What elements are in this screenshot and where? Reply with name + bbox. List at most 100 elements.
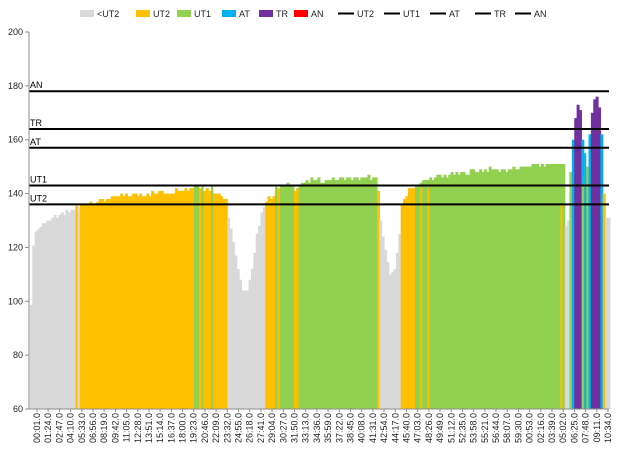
chart-bar xyxy=(365,177,369,409)
chart-bar xyxy=(493,169,497,409)
chart-bar xyxy=(483,169,487,409)
chart-bar xyxy=(184,188,188,409)
chart-bar xyxy=(374,177,378,409)
chart-bar xyxy=(436,174,440,409)
chart-bar xyxy=(63,215,67,409)
chart-bar xyxy=(514,169,518,409)
chart-bar xyxy=(357,180,361,409)
chart-bar xyxy=(191,188,195,409)
chart-bar xyxy=(146,193,150,409)
zone-spike-bar xyxy=(420,188,423,409)
x-tick-label: 30:27.0 xyxy=(278,413,288,443)
chart-bar xyxy=(250,268,254,409)
chart-bar xyxy=(132,193,136,409)
chart-bar xyxy=(308,182,311,409)
chart-bar xyxy=(229,228,233,409)
zone-spike-bar xyxy=(211,185,214,409)
chart-bar xyxy=(586,166,590,409)
chart-bar xyxy=(381,236,385,409)
chart-bar xyxy=(172,193,176,409)
legend-swatch xyxy=(222,10,236,17)
chart-bar xyxy=(220,196,224,409)
chart-bar xyxy=(82,204,86,409)
zone-spike-bar xyxy=(581,185,584,409)
x-tick-label: 55:21.0 xyxy=(480,413,490,443)
x-tick-label: 02:47.0 xyxy=(54,413,64,443)
chart-bar xyxy=(160,190,164,409)
chart-bar xyxy=(129,196,133,409)
x-tick-label: 42:54.0 xyxy=(379,413,389,443)
x-tick-label: 02:16.0 xyxy=(536,413,546,443)
chart-bar xyxy=(79,204,83,409)
chart-bar xyxy=(113,196,117,409)
chart-bar xyxy=(255,233,259,409)
bars xyxy=(29,96,611,410)
chart-bar xyxy=(98,198,102,409)
x-tick-label: 11:05.0 xyxy=(122,413,132,442)
legend-label: AT xyxy=(239,9,250,19)
chart-bar xyxy=(115,196,119,409)
threshold-label-an: AN xyxy=(30,80,43,90)
chart-bar xyxy=(179,190,183,409)
chart-bar xyxy=(605,217,609,409)
zone-spike-bar xyxy=(268,204,271,409)
chart-bar xyxy=(355,177,359,409)
x-tick-label: 05:33.0 xyxy=(77,413,87,443)
chart-bar xyxy=(379,220,383,409)
chart-bar xyxy=(538,166,542,409)
x-tick-label: 41:31.0 xyxy=(368,413,378,443)
chart-bar xyxy=(272,196,276,409)
chart-bar xyxy=(170,193,174,409)
x-tick-label: 05:02.0 xyxy=(558,413,568,443)
chart-bar xyxy=(502,169,506,409)
chart-bar xyxy=(338,177,342,409)
chart-bar xyxy=(386,262,390,409)
chart-bar xyxy=(388,274,392,409)
chart-bar xyxy=(51,217,55,409)
x-tick-label: 13:51.0 xyxy=(144,413,154,443)
chart-bar xyxy=(393,268,397,409)
chart-bar xyxy=(474,172,478,409)
chart-bar xyxy=(476,172,480,409)
chart-bar xyxy=(353,177,357,409)
chart-bar xyxy=(322,182,326,409)
legend-label: <UT2 xyxy=(97,9,119,19)
chart-bar xyxy=(519,166,523,409)
chart-bar xyxy=(486,172,490,409)
chart-bar xyxy=(58,215,62,409)
chart-bar xyxy=(391,271,395,409)
legend-label: UT2 xyxy=(357,9,374,19)
chart-bar xyxy=(595,96,599,409)
chart-bar xyxy=(163,193,166,409)
chart-bar xyxy=(543,166,547,409)
chart-bar xyxy=(433,177,437,409)
chart-bar xyxy=(372,177,376,409)
chart-bar xyxy=(607,217,611,409)
chart-bar xyxy=(464,174,468,409)
chart-bar xyxy=(450,172,454,409)
x-tick-label: 08:19.0 xyxy=(99,413,109,443)
x-tick-label: 34:36.0 xyxy=(312,413,322,443)
x-tick-label: 52:35.0 xyxy=(457,413,467,443)
chart-bar xyxy=(472,169,475,409)
chart-bar xyxy=(410,188,414,409)
chart-bar xyxy=(469,169,473,409)
chart-bar xyxy=(443,174,447,409)
chart-bar xyxy=(205,188,209,409)
chart-bar xyxy=(602,193,606,409)
chart-bar xyxy=(571,139,575,409)
chart-bar xyxy=(310,177,314,409)
chart-bar xyxy=(590,112,594,409)
chart-bar xyxy=(555,163,559,409)
x-tick-label: 09:11.0 xyxy=(592,413,602,442)
chart-bar xyxy=(177,190,181,409)
chart-bar xyxy=(241,290,245,409)
x-tick-label: 16:37.0 xyxy=(166,413,176,443)
chart-bar xyxy=(505,172,509,409)
chart-bar xyxy=(70,209,74,409)
x-tick-label: 53:58.0 xyxy=(469,413,479,443)
chart-bar xyxy=(491,169,495,409)
chart-bar xyxy=(324,180,328,409)
chart-bar xyxy=(524,166,528,409)
